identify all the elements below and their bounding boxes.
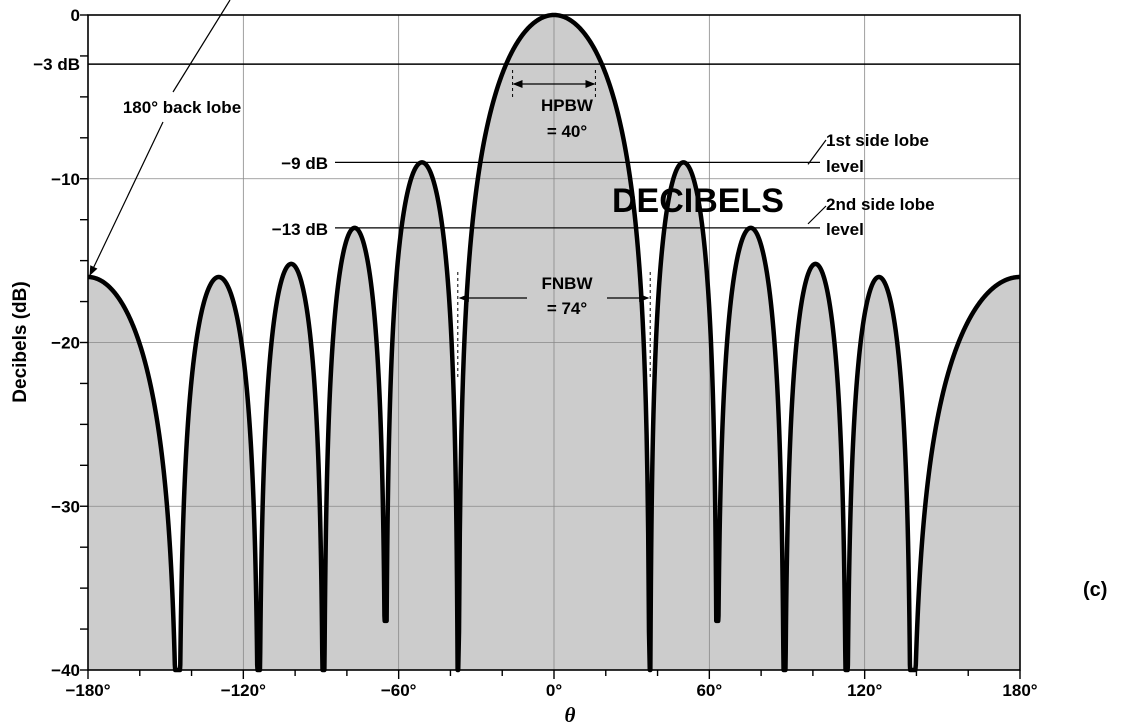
back-lobe-arrow xyxy=(89,121,164,276)
second-sidelobe-db-label: −13 dB xyxy=(272,220,328,239)
second-sidelobe-label-line1: 2nd side lobe xyxy=(826,195,935,214)
fnbw-label: FNBW xyxy=(542,274,594,293)
x-tick-label: −60° xyxy=(381,681,417,700)
y-tick-label: 0 xyxy=(71,6,80,25)
y-tick-label: −30 xyxy=(51,497,80,516)
axis-title-y: Decibels (dB) xyxy=(10,281,31,402)
y-tick-label: −40 xyxy=(51,661,80,680)
fnbw-value: = 74° xyxy=(547,299,588,318)
second-sidelobe-label-line2: level xyxy=(826,220,864,239)
y-tick-label: −10 xyxy=(51,170,80,189)
y-tick-label: −3 dB xyxy=(33,55,80,74)
second-sidelobe-leader xyxy=(807,205,827,225)
first-sidelobe-leader xyxy=(807,139,827,165)
x-tick-label: 60° xyxy=(696,681,722,700)
back-lobe-label: 180° back lobe xyxy=(123,98,241,117)
x-tick-label: 0° xyxy=(546,681,562,700)
axis-title-x: θ xyxy=(565,703,576,727)
decibels-scale-label: DECIBELS xyxy=(612,182,784,220)
first-sidelobe-label-line1: 1st side lobe xyxy=(826,131,929,150)
panel-label: (c) xyxy=(1083,579,1107,601)
first-sidelobe-db-label: −9 dB xyxy=(281,154,328,173)
x-tick-label: 120° xyxy=(847,681,882,700)
hpbw-value: = 40° xyxy=(547,122,588,141)
hpbw-label: HPBW xyxy=(541,96,594,115)
x-tick-label: −120° xyxy=(221,681,266,700)
first-sidelobe-label-line2: level xyxy=(826,157,864,176)
x-tick-label: −180° xyxy=(65,681,110,700)
y-tick-label: −20 xyxy=(51,334,80,353)
x-tick-label: 180° xyxy=(1002,681,1037,700)
